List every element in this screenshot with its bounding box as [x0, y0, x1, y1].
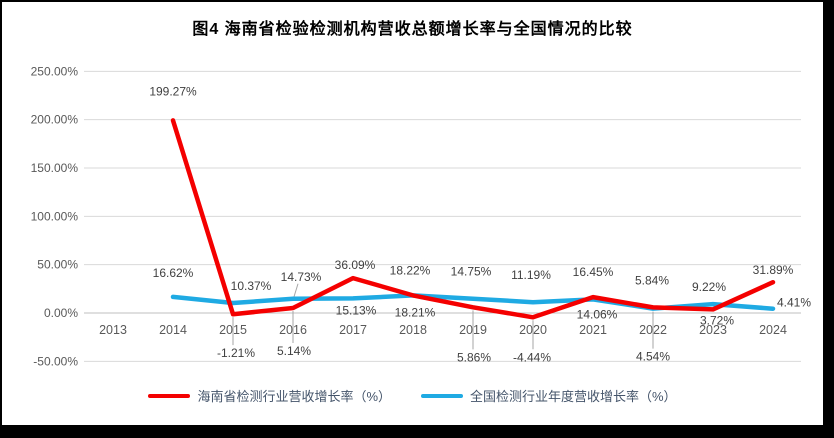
- legend-marker-blue-line: [421, 393, 463, 398]
- data-label: 9.22%: [692, 280, 726, 294]
- data-label: 4.41%: [777, 296, 811, 310]
- data-label: 10.37%: [231, 279, 272, 293]
- data-label: 15.13%: [336, 303, 377, 317]
- data-label: 5.84%: [635, 273, 669, 287]
- y-tick-label: -50.00%: [33, 354, 78, 368]
- chart-title: 图4 海南省检验检测机构营收总额增长率与全国情况的比较: [192, 21, 633, 38]
- data-label: -4.44%: [513, 350, 551, 364]
- series-line-hainan: [170, 118, 776, 320]
- data-label: 36.09%: [335, 258, 376, 272]
- x-tick-label: 2023: [699, 323, 727, 337]
- data-label: 18.22%: [390, 263, 431, 277]
- y-tick-label: 50.00%: [37, 258, 78, 272]
- x-tick-label: 2014: [159, 323, 187, 337]
- plot-canvas: -50.00% 0.00% 50.00% 100.00% 150.00% 200.00% 2…: [31, 64, 812, 368]
- y-tick-label: 200.00%: [31, 113, 79, 127]
- y-tick-label: 0.00%: [44, 306, 78, 320]
- data-label: 16.45%: [573, 265, 614, 279]
- legend: 海南省检测行业营收增长率（%） 全国检测行业年度营收增长率（%）: [2, 386, 823, 405]
- y-tick-label: 250.00%: [31, 64, 79, 78]
- legend-label-national: 全国检测行业年度营收增长率（%）: [470, 389, 677, 404]
- data-label: 3.72%: [700, 313, 734, 327]
- x-tick-label: 2021: [579, 323, 607, 337]
- data-label: 5.14%: [277, 344, 311, 358]
- y-tick-label: 100.00%: [31, 209, 79, 223]
- x-tick-label: 2017: [339, 323, 367, 337]
- data-label: 31.89%: [753, 263, 794, 277]
- legend-item-national: 全国检测行业年度营收增长率（%）: [421, 386, 677, 405]
- data-label: 14.06%: [577, 307, 618, 321]
- x-tick-label: 2013: [99, 323, 127, 337]
- data-label: 18.21%: [395, 305, 436, 319]
- data-label: 14.73%: [281, 270, 322, 284]
- data-label: 5.86%: [457, 350, 491, 364]
- data-label: 4.54%: [636, 350, 670, 364]
- y-tick-label: 150.00%: [31, 161, 79, 175]
- chart-area: 图4 海南省检验检测机构营收总额增长率与全国情况的比较 -50.00% 0.00%…: [2, 2, 823, 425]
- data-label: 11.19%: [511, 268, 551, 282]
- data-label: 14.75%: [451, 265, 492, 279]
- data-label: 16.62%: [153, 266, 194, 280]
- legend-marker-red-line: [148, 393, 191, 398]
- legend-label-hainan: 海南省检测行业营收增长率（%）: [197, 389, 391, 404]
- data-label: 199.27%: [149, 84, 197, 98]
- legend-item-hainan: 海南省检测行业营收增长率（%）: [148, 386, 391, 405]
- x-tick-label: 2018: [399, 323, 427, 337]
- data-label: -1.21%: [217, 346, 255, 360]
- label-leader-line: [293, 283, 299, 297]
- x-tick-label: 2024: [759, 323, 787, 337]
